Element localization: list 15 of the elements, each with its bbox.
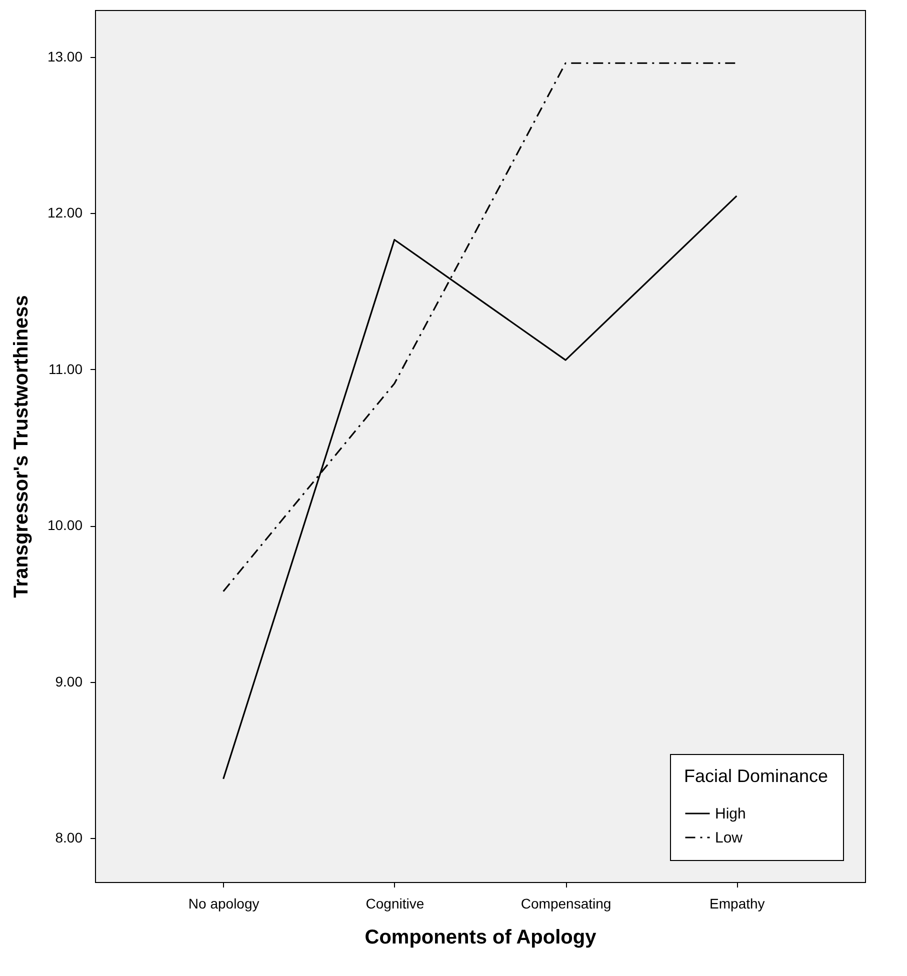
y-tick-label: 12.00	[47, 204, 83, 221]
y-tick-label: 11.00	[48, 360, 83, 377]
y-tick-label: 9.00	[55, 673, 83, 690]
y-tick-label: 13.00	[47, 48, 83, 64]
x-tick-label: No apology	[188, 896, 260, 912]
legend-label: High	[715, 806, 746, 822]
legend-title: Facial Dominance	[684, 766, 828, 786]
y-axis-title: Transgressor's Trustworthiness	[10, 295, 32, 598]
x-tick-label: Cognitive	[366, 896, 424, 912]
y-tick-label: 8.00	[55, 830, 83, 846]
legend-label: Low	[715, 830, 743, 846]
x-tick-label: Compensating	[520, 896, 612, 912]
x-tick-label: Empathy	[710, 896, 765, 912]
y-tick-label: 10.00	[47, 517, 83, 534]
x-axis-title: Components of Apology	[364, 926, 598, 948]
